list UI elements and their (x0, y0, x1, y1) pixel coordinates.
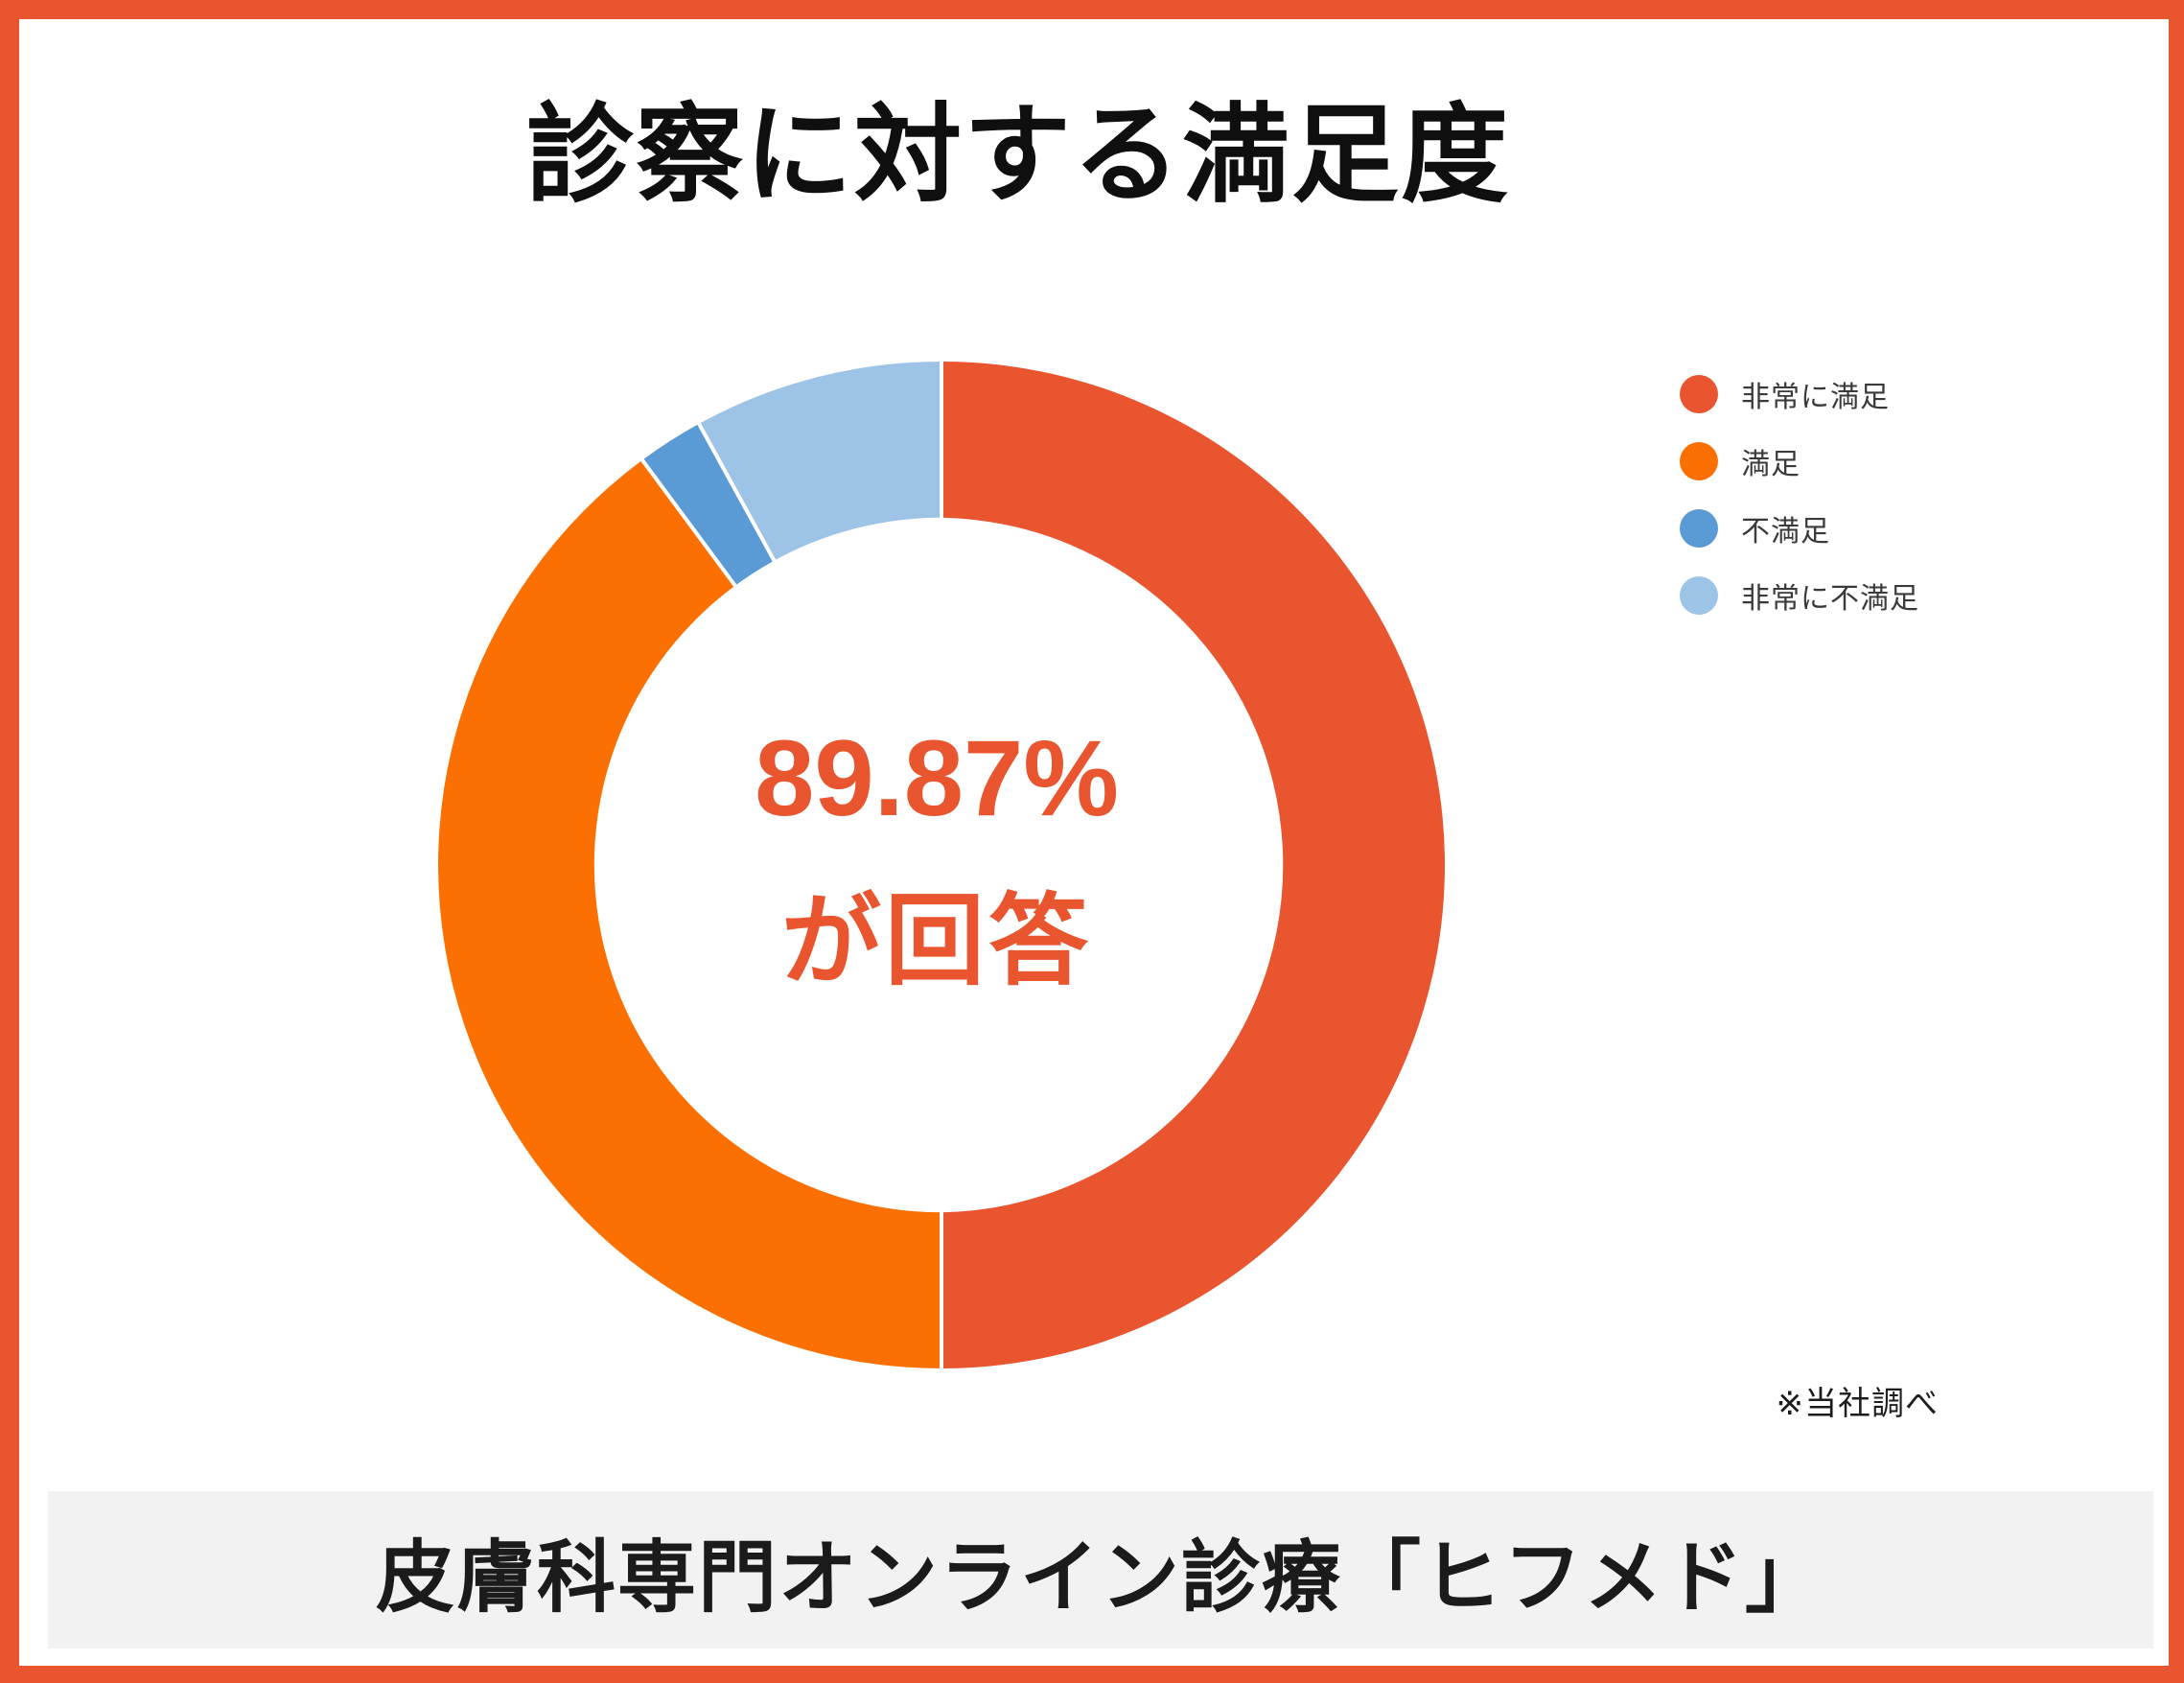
chart-title: 診察に対する満足度 (526, 95, 1510, 215)
footer-title: 皮膚科専門オンライン診療「ヒフメド」 (375, 1533, 1825, 1622)
segment-separator (639, 457, 738, 589)
legend-label: 満足 (1741, 449, 1801, 480)
donut-segment-1 (438, 459, 942, 1368)
legend-dot-icon (1680, 509, 1718, 548)
legend-item-0: 非常に満足 (1680, 373, 1919, 415)
donut-segment-0 (941, 362, 1445, 1368)
donut-segment-3 (699, 362, 941, 561)
legend-dot-icon (1680, 442, 1718, 480)
legend-label: 非常に不満足 (1741, 583, 1919, 615)
legend-item-1: 満足 (1680, 440, 1919, 482)
segment-separator (696, 421, 778, 564)
chart-panel: 診察に対する満足度 89.87% が回答 非常に満足 満足 不満足 非常に不満足 ※当… (19, 19, 2169, 1666)
legend-label: 非常に満足 (1741, 382, 1890, 413)
donut-chart-svg (438, 360, 1445, 1370)
legend-item-2: 不満足 (1680, 507, 1919, 549)
legend-label: 不満足 (1741, 516, 1830, 548)
donut-segment-2 (642, 423, 775, 586)
donut-chart (433, 357, 1450, 1373)
chart-legend: 非常に満足満足不満足非常に不満足 (1680, 373, 1919, 617)
legend-dot-icon (1680, 375, 1718, 413)
footer-bar: 皮膚科専門オンライン診療「ヒフメド」 (48, 1491, 2153, 1648)
legend-item-3: 非常に不満足 (1680, 574, 1919, 617)
source-note: ※当社調べ (1776, 1386, 1939, 1422)
legend-dot-icon (1680, 576, 1718, 615)
